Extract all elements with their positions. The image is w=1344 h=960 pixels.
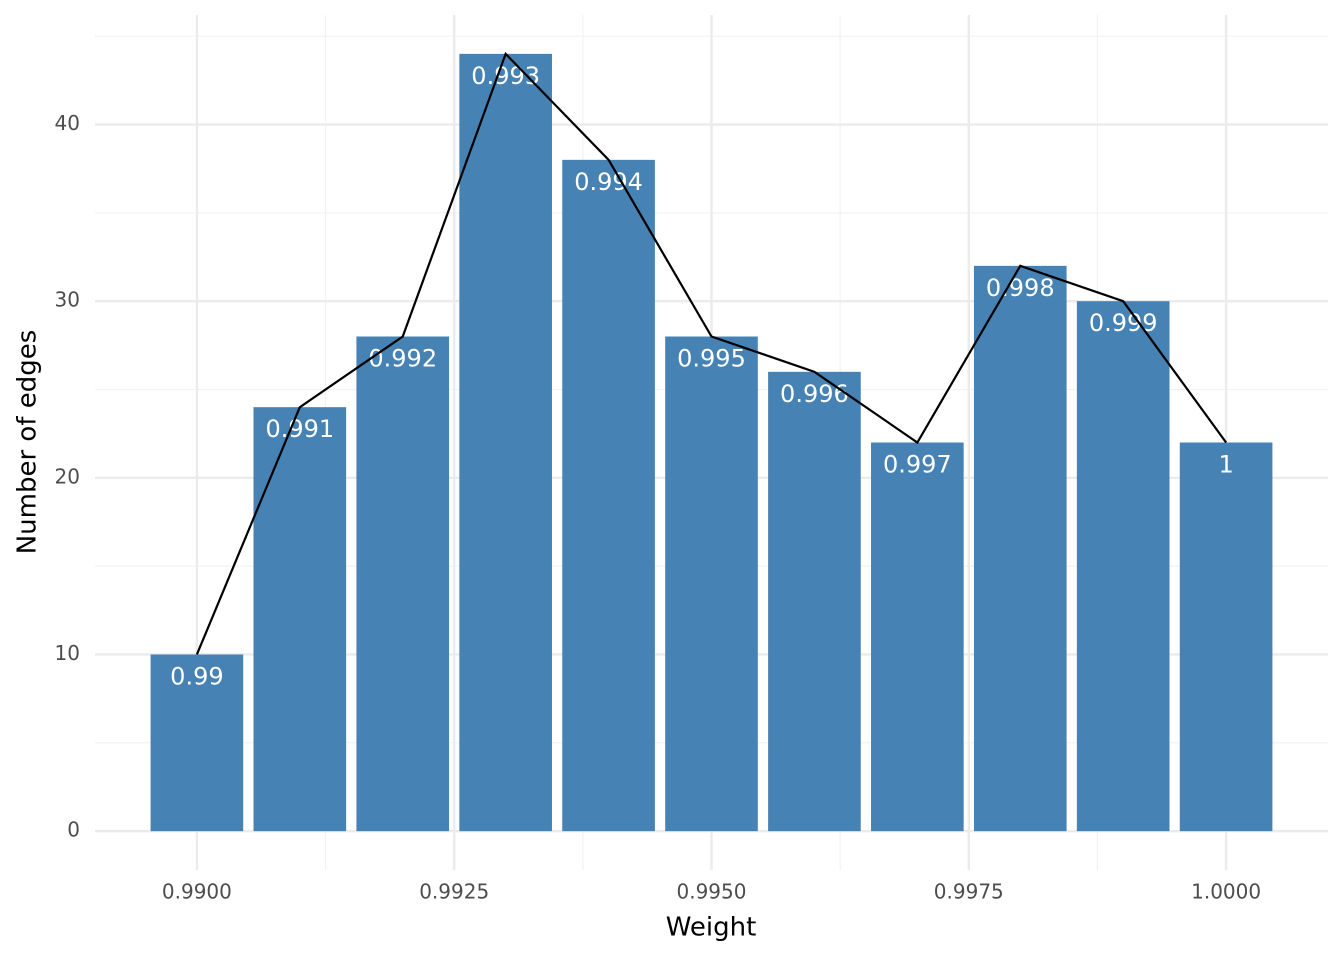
bar [150,654,244,832]
y-tick-label: 30 [55,288,80,312]
bar [768,371,861,832]
bar [871,442,964,832]
bar [253,407,347,832]
bar-label: 0.996 [780,380,849,408]
x-tick-label: 1.0000 [1191,880,1261,904]
bar [356,336,450,832]
y-tick-label: 40 [55,111,80,135]
bar-label: 0.998 [986,274,1055,302]
x-tick-label: 0.9975 [934,880,1004,904]
bar-label: 0.993 [471,62,540,90]
line [195,51,1227,655]
y-tick-label: 0 [67,818,80,842]
bar-label: 0.997 [883,451,952,479]
x-axis-title: Weight [666,913,757,943]
y-axis-title: Number of edges [13,330,43,555]
x-tick-label: 0.9900 [162,880,232,904]
bar [973,265,1067,832]
bar-label: 1 [1218,451,1233,479]
bar-label: 0.995 [677,345,746,373]
bar [1179,442,1273,832]
bar [459,53,552,832]
bar-label: 0.994 [574,168,643,196]
bar-label: 0.99 [170,662,223,690]
bar [562,159,655,832]
bar-label: 0.992 [368,345,437,373]
bar [1076,301,1170,832]
y-tick-label: 20 [55,464,80,488]
bar-label: 0.991 [265,415,334,443]
bar [665,336,758,832]
x-tick-label: 0.9925 [419,880,489,904]
x-tick-label: 0.9950 [677,880,747,904]
y-tick-label: 10 [55,641,80,665]
